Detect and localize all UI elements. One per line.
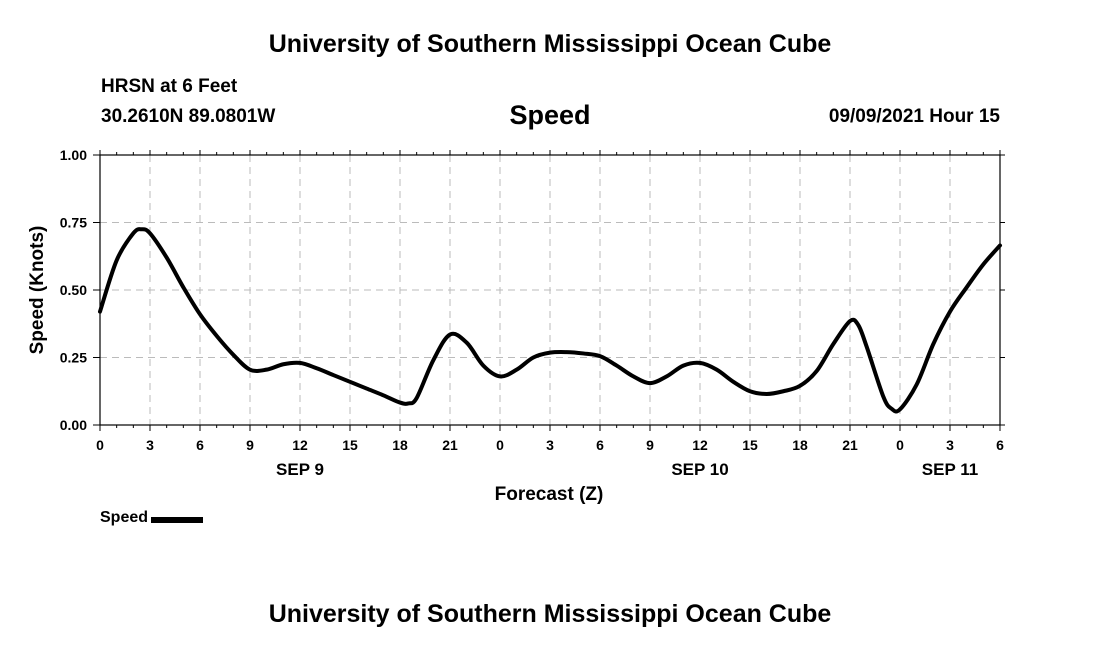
legend-label: Speed [100, 509, 149, 526]
x-tick-label: 3 [546, 437, 554, 453]
x-tick-label: 9 [646, 437, 654, 453]
x-tick-label: 6 [996, 437, 1004, 453]
date-label: SEP 11 [922, 460, 978, 479]
date-label: SEP 10 [671, 460, 728, 479]
x-tick-label: 0 [96, 437, 104, 453]
x-tick-label: 6 [196, 437, 204, 453]
x-tick-label: 6 [596, 437, 604, 453]
x-tick-label: 3 [946, 437, 954, 453]
bottom-title: University of Southern Mississippi Ocean… [268, 600, 832, 628]
axes [93, 150, 1005, 431]
variable-title: Speed [509, 100, 591, 130]
y-tick-label: 0.00 [60, 417, 87, 433]
x-axis-label: Forecast (Z) [495, 484, 604, 505]
axis-labels: Speed (Knots) Forecast (Z) 0 3 6 9 12 15 18 21 0… [27, 147, 1004, 505]
y-tick-label: 0.50 [60, 282, 87, 298]
x-tick-label: 21 [842, 437, 858, 453]
y-tick-label: 0.25 [60, 350, 87, 366]
date-label: SEP 9 [276, 460, 324, 479]
x-tick-label: 18 [792, 437, 808, 453]
datetime-label: 09/09/2021 Hour 15 [828, 106, 1000, 127]
legend-swatch [151, 516, 204, 523]
x-tick-label: 18 [392, 437, 408, 453]
series-line-speed [98, 227, 1002, 414]
y-tick-label: 1.00 [60, 147, 87, 163]
x-tick-label: 9 [246, 437, 254, 453]
y-axis-label: Speed (Knots) [27, 226, 48, 355]
x-tick-label: 15 [742, 437, 758, 453]
x-tick-label: 12 [292, 437, 308, 453]
x-tick-label: 3 [146, 437, 154, 453]
x-tick-label: 0 [896, 437, 904, 453]
grid [100, 155, 1000, 425]
top-title: University of Southern Mississippi Ocean… [268, 30, 832, 58]
x-tick-label: 15 [342, 437, 358, 453]
series [98, 227, 1002, 414]
x-tick-label: 0 [496, 437, 504, 453]
y-tick-label: 0.75 [60, 215, 87, 231]
x-tick-label: 21 [442, 437, 458, 453]
x-tick-label: 12 [692, 437, 708, 453]
legend: Speed [100, 509, 204, 527]
station-label: HRSN at 6 Feet [101, 76, 238, 97]
coordinates-label: 30.2610N 89.0801W [101, 106, 276, 127]
